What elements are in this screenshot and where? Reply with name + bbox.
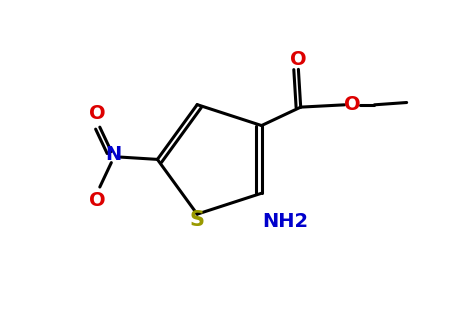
Text: N: N [106,145,122,164]
Text: S: S [189,210,205,230]
Text: O: O [290,50,307,69]
Text: O: O [89,191,106,210]
Text: NH2: NH2 [262,212,308,231]
Text: O: O [345,95,361,114]
Text: O: O [89,104,106,123]
